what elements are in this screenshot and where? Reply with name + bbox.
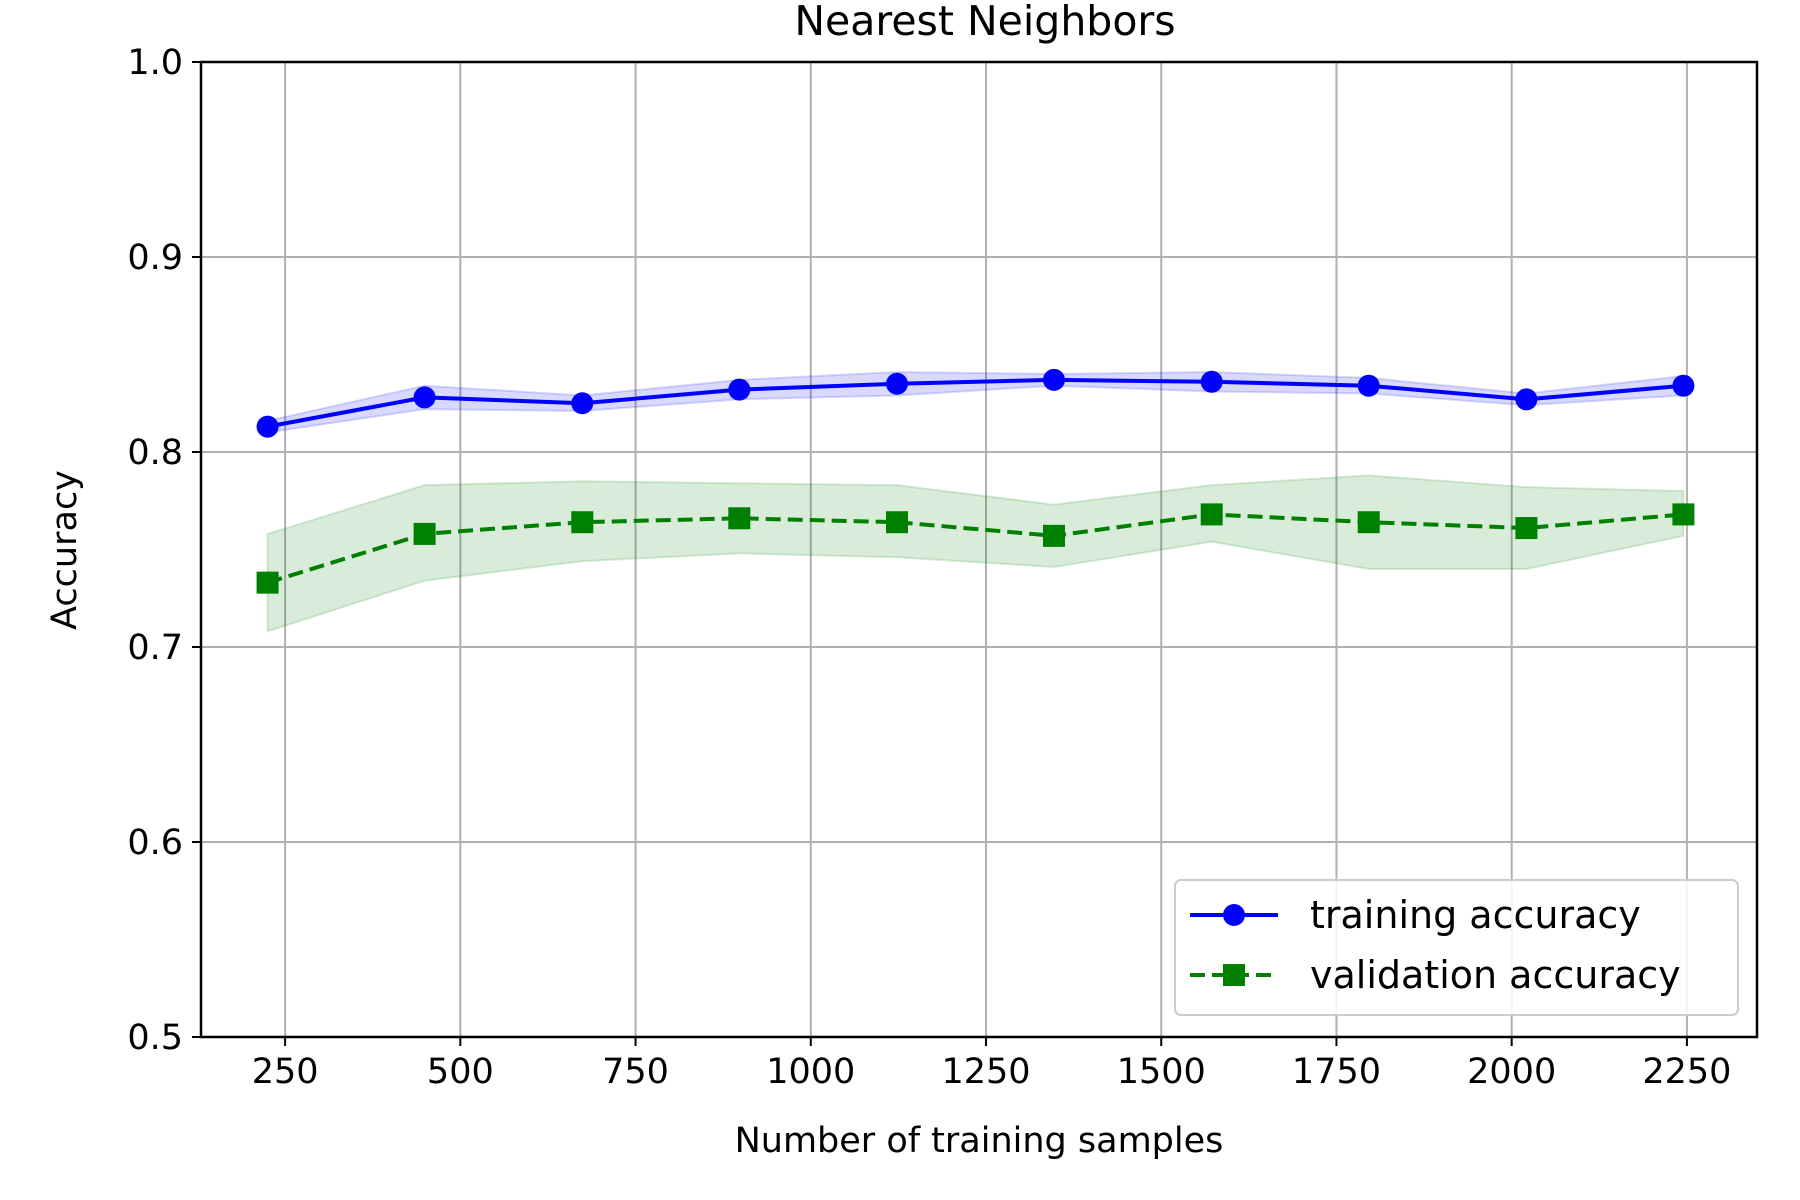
data-point-training: [1672, 374, 1695, 397]
y-tick-label: 0.8: [127, 433, 183, 473]
data-point-validation: [256, 571, 279, 594]
data-point-training: [1042, 368, 1065, 391]
legend-label-training: training accuracy: [1310, 893, 1641, 937]
data-point-training: [571, 392, 594, 415]
x-tick-label: 2250: [1642, 1052, 1731, 1092]
x-tick-label: 250: [252, 1052, 319, 1092]
legend: training accuracy validation accuracy: [1174, 879, 1739, 1016]
legend-marker-training: [1223, 904, 1245, 926]
data-point-training: [885, 372, 908, 395]
confidence-bands: [266, 371, 1685, 633]
legend-label-validation: validation accuracy: [1310, 953, 1681, 997]
grid-lines: [201, 61, 1757, 1038]
data-point-validation: [1672, 503, 1695, 526]
data-point-training: [256, 415, 279, 438]
series-line-training: [267, 377, 1684, 429]
y-tick-label: 1.0: [127, 43, 183, 83]
confidence-band-validation: [266, 474, 1685, 633]
legend-marker-validation: [1223, 964, 1245, 986]
legend-box: [1174, 879, 1739, 1016]
data-point-training: [1357, 374, 1380, 397]
series-markers: [256, 368, 1695, 594]
data-point-validation: [413, 522, 436, 545]
axis-ticks: 250 500 750 1000 1250 1500 1750 2000 2250 0.5 0.6 0…: [127, 43, 1731, 1092]
x-tick-label: 1250: [941, 1052, 1030, 1092]
data-point-training: [413, 386, 436, 409]
x-tick-label: 750: [602, 1052, 669, 1092]
data-point-validation: [885, 511, 908, 534]
chart-title: Nearest Neighbors: [794, 0, 1175, 45]
y-tick-label: 0.9: [127, 238, 183, 278]
x-tick-label: 1000: [766, 1052, 855, 1092]
y-tick-label: 0.7: [127, 628, 183, 668]
x-tick-label: 2000: [1467, 1052, 1556, 1092]
x-tick-label: 1750: [1292, 1052, 1381, 1092]
data-point-training: [1515, 388, 1538, 411]
data-point-validation: [1515, 517, 1538, 540]
y-axis-title: Accuracy: [45, 470, 85, 630]
y-tick-label: 0.5: [127, 1018, 183, 1058]
plot-frame: [199, 60, 1759, 1039]
data-point-validation: [1200, 503, 1223, 526]
data-point-validation: [1357, 511, 1380, 534]
data-point-validation: [728, 507, 751, 530]
data-point-training: [1200, 370, 1223, 393]
series-line-validation: [266, 512, 1684, 585]
series-lines: [266, 377, 1684, 585]
data-point-validation: [1042, 524, 1065, 547]
data-point-validation: [571, 511, 594, 534]
x-axis-title: Number of training samples: [735, 1121, 1224, 1161]
x-tick-label: 1500: [1117, 1052, 1206, 1092]
x-tick-label: 500: [427, 1052, 494, 1092]
data-point-training: [728, 378, 751, 401]
y-tick-label: 0.6: [127, 823, 183, 863]
